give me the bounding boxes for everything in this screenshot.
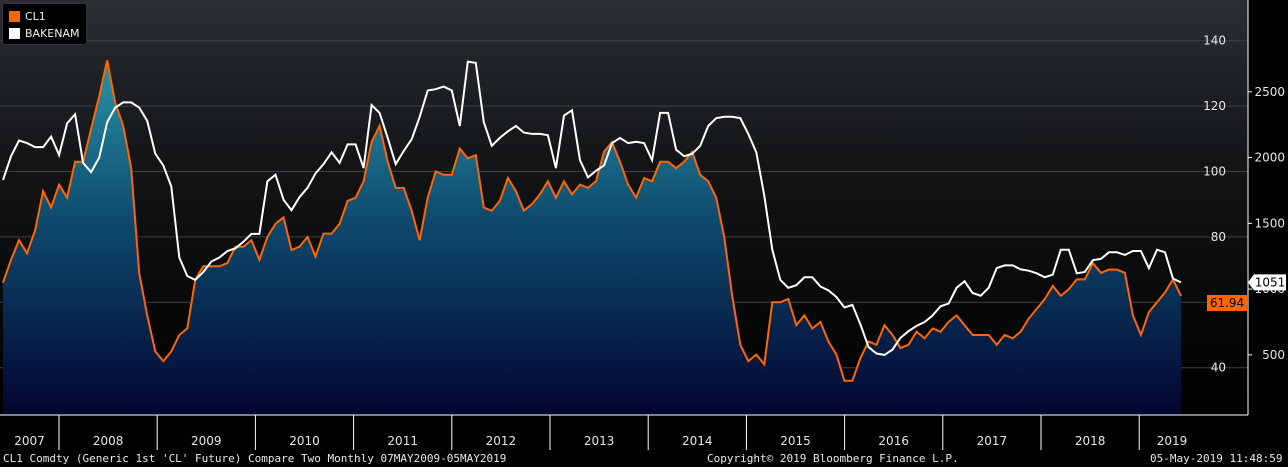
x-tick-label: 2012 (486, 434, 517, 448)
bakenam-swatch (9, 27, 20, 39)
y-right-tick-label: 2000 (1254, 151, 1285, 165)
cl1-line (2, 60, 1182, 382)
y-left-tick-label: 140 (1203, 34, 1226, 48)
right-axis-band (1248, 0, 1288, 450)
y-right-tick-label: 500 (1262, 348, 1285, 362)
x-tick-label: 2016 (878, 434, 909, 448)
x-tick-label: 2017 (977, 434, 1008, 448)
x-tick-label: 2013 (584, 434, 615, 448)
cl1-swatch (9, 10, 20, 22)
legend-item-cl1: CL1 (9, 9, 46, 23)
y-axis-right: 5001000150020002500 (1247, 0, 1288, 450)
x-tick-label: 2010 (289, 434, 320, 448)
y-left-tick-label: 120 (1203, 99, 1226, 113)
legend-item-bakenam: BAKENAM (9, 26, 79, 40)
x-tick-label: 2015 (780, 434, 811, 448)
legend-label-cl1: CL1 (25, 9, 46, 23)
footer: CL1 Comdty (Generic 1st 'CL' Future) Com… (0, 450, 1288, 467)
bakenam-last-value-box (1248, 274, 1286, 291)
x-axis: 2007 2008 2009 2010 2011 2012 2013 2014 2015 2016… (0, 414, 1248, 450)
cl1-area (3, 60, 1181, 416)
y-right-tick-label: 1500 (1254, 216, 1285, 230)
y-left-tick-label: 100 (1203, 165, 1226, 179)
x-axis-band (0, 415, 1248, 450)
x-tick-label: 2019 (1157, 434, 1188, 448)
x-tick-label: 2009 (191, 434, 222, 448)
y-right-tick-label: 2500 (1254, 85, 1285, 99)
y-left-tick-label: 80 (1211, 230, 1226, 244)
last-value-labels: 61.94 1051 (1207, 274, 1286, 311)
cl1-last-value: 61.94 (1210, 296, 1244, 310)
chart-canvas: 2007 2008 2009 2010 2011 2012 2013 2014 2015 2016… (0, 0, 1288, 450)
footer-description: CL1 Comdty (Generic 1st 'CL' Future) Com… (3, 452, 507, 465)
x-tick-label: 2018 (1075, 434, 1106, 448)
bakenam-line (2, 60, 1182, 356)
x-tick-label: 2011 (387, 434, 418, 448)
bakenam-last-value: 1051 (1255, 275, 1286, 289)
footer-timestamp: 05-May-2019 11:48:59 (1150, 452, 1283, 465)
legend: CL1 BAKENAM (2, 3, 87, 45)
footer-copyright: Copyright© 2019 Bloomberg Finance L.P. (707, 452, 959, 465)
legend-label-bakenam: BAKENAM (25, 26, 80, 40)
x-tick-label: 2014 (682, 434, 713, 448)
cl1-last-value-box (1207, 294, 1247, 311)
y-left-tick-label: 40 (1211, 361, 1226, 375)
x-tick-label: 2007 (14, 434, 45, 448)
x-tick-label: 2008 (93, 434, 124, 448)
